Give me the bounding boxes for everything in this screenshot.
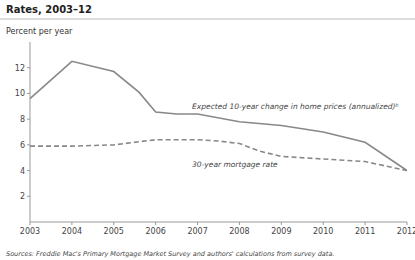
plot-area <box>30 61 407 170</box>
x-tick-label: 2012 <box>397 227 415 236</box>
x-tick <box>155 222 156 225</box>
x-tick <box>71 222 72 225</box>
series-line <box>30 61 407 170</box>
series-line <box>30 140 407 171</box>
y-axis-label: Percent per year <box>6 27 73 36</box>
title: Rates, 2003–12 <box>6 4 92 15</box>
x-tick <box>323 222 324 225</box>
y-tick <box>27 170 30 171</box>
x-tick-label: 2005 <box>104 227 124 236</box>
x-tick-label: 2009 <box>271 227 291 236</box>
series-label: Expected 10-year change in home prices (… <box>192 102 399 111</box>
x-tick <box>113 222 114 225</box>
y-tick-label: 2 <box>20 192 25 201</box>
x-tick-label: 2006 <box>145 227 165 236</box>
y-axis <box>30 42 31 222</box>
x-tick-label: 2008 <box>229 227 249 236</box>
x-tick <box>407 222 408 225</box>
x-tick <box>30 222 31 225</box>
y-tick-label: 12 <box>15 64 25 73</box>
y-tick <box>27 144 30 145</box>
y-tick-label: 4 <box>20 167 25 176</box>
y-tick-label: 10 <box>15 89 25 98</box>
x-axis <box>30 222 407 223</box>
chart: Rates, 2003–12 Percent per year 2 4 6 8 10 12 20… <box>0 0 415 260</box>
y-tick <box>27 67 30 68</box>
series-label: 30-year mortgage rate <box>192 160 278 169</box>
y-tick <box>27 196 30 197</box>
x-tick-label: 2003 <box>20 227 40 236</box>
y-tick <box>27 119 30 120</box>
x-tick-label: 2010 <box>313 227 333 236</box>
x-tick-label: 2007 <box>187 227 207 236</box>
y-tick-label: 8 <box>20 115 25 124</box>
x-tick <box>197 222 198 225</box>
y-tick <box>27 93 30 94</box>
x-tick <box>239 222 240 225</box>
x-tick-label: 2011 <box>355 227 375 236</box>
y-tick-label: 6 <box>20 141 25 150</box>
x-tick <box>365 222 366 225</box>
header-rule <box>0 19 415 20</box>
source: Sources: Freddie Mac's Primary Mortgage … <box>6 250 334 258</box>
x-tick <box>281 222 282 225</box>
x-tick-label: 2004 <box>62 227 82 236</box>
